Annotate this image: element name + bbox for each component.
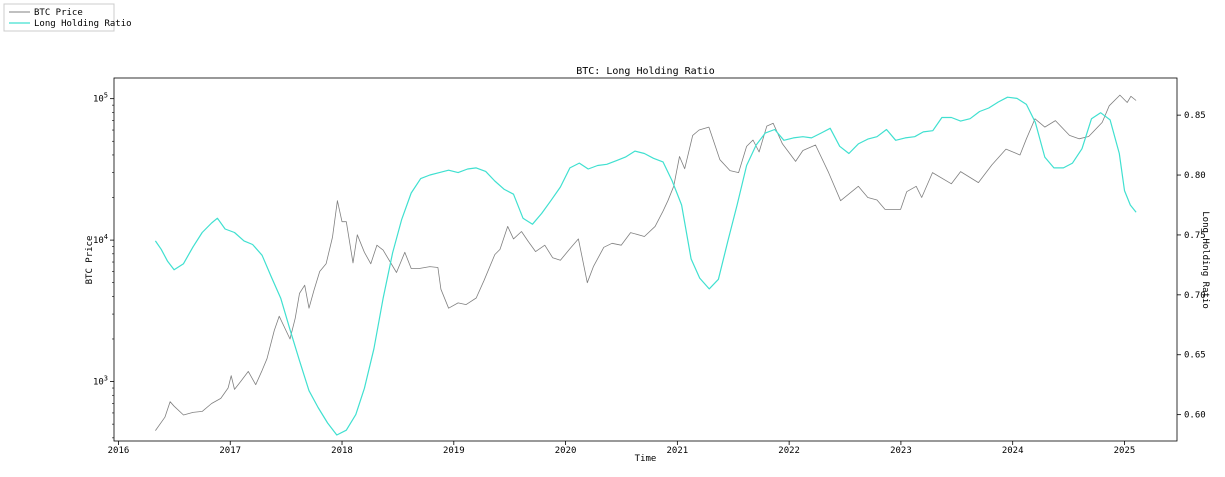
x-tick-label: 2017 <box>219 446 241 456</box>
chart-title: BTC: Long Holding Ratio <box>576 66 714 77</box>
y-right-tick-label: 0.65 <box>1184 351 1206 361</box>
series-line-btc-price <box>155 94 1137 431</box>
y-axis-left-label: BTC Price <box>85 236 95 285</box>
plot-frame <box>113 77 1178 442</box>
y-right-tick-label: 0.75 <box>1184 231 1206 241</box>
x-axis: 2016 2017 2018 2019 2020 2021 2022 2023 2024 2025 <box>108 441 1136 456</box>
x-tick-label: 2020 <box>555 446 577 456</box>
x-tick-label: 2018 <box>331 446 353 456</box>
y-axis-left: 103 104 105 <box>93 92 114 439</box>
x-axis-label: Time <box>635 454 657 464</box>
y-left-tick-label: 103 <box>93 375 108 388</box>
x-tick-label: 2022 <box>778 446 800 456</box>
legend: BTC Price Long Holding Ratio <box>3 3 132 32</box>
legend-frame <box>3 3 115 32</box>
series-layer <box>154 94 1137 436</box>
series-line-long-holding-ratio <box>154 96 1137 436</box>
y-left-tick-label: 105 <box>93 92 108 105</box>
y-axis-right-label: Long Holding Ratio <box>1200 211 1210 309</box>
x-tick-label: 2024 <box>1002 446 1024 456</box>
y-left-tick-label: 104 <box>93 233 108 246</box>
legend-entry-btc-price: BTC Price <box>34 8 83 18</box>
y-right-tick-label: 0.80 <box>1184 171 1206 181</box>
y-right-tick-label: 0.85 <box>1184 111 1206 121</box>
y-axis-right: 0.60 0.65 0.70 0.75 0.80 0.85 <box>1177 111 1206 421</box>
x-tick-label: 2023 <box>890 446 912 456</box>
x-tick-label: 2016 <box>108 446 130 456</box>
x-tick-label: 2021 <box>667 446 689 456</box>
x-tick-label: 2019 <box>443 446 465 456</box>
x-tick-label: 2025 <box>1114 446 1136 456</box>
legend-entry-long-holding-ratio: Long Holding Ratio <box>34 19 132 29</box>
y-right-tick-label: 0.60 <box>1184 411 1206 421</box>
y-right-tick-label: 0.70 <box>1184 291 1206 301</box>
